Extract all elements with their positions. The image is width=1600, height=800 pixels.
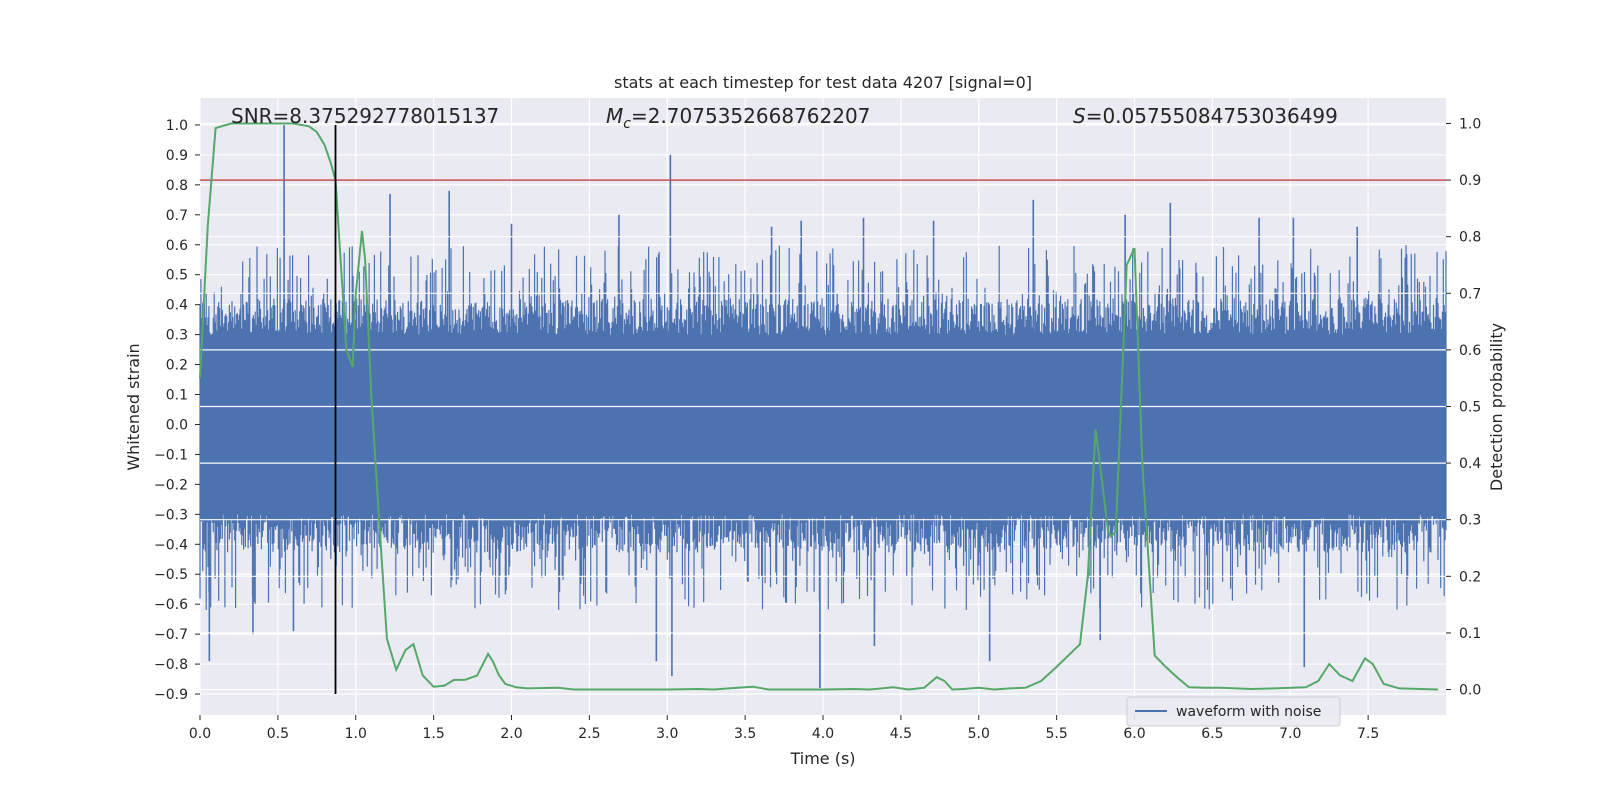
y-left-tick-label: 0.2: [166, 358, 188, 374]
x-tick-label: 5.5: [1045, 726, 1067, 742]
x-tick-label: 0.0: [189, 726, 211, 742]
y-right-tick-label: 0.2: [1459, 569, 1481, 585]
y-right-tick-label: 0.5: [1459, 400, 1481, 416]
probability-series: [199, 122, 1446, 695]
y-right-tick-label: 0.4: [1459, 456, 1481, 472]
snr-annotation: SNR=8.375292778015137: [231, 104, 499, 128]
y-left-tick-label: 0.0: [166, 417, 188, 433]
y-left-tick-label: 0.6: [166, 238, 188, 254]
axis-ticks: 0.0 0.5 1.0 1.5 2.0 2.5 3.0 3.5 4.0 4.5 5.0 5.5 6.0 6…: [154, 116, 1481, 742]
y-left-tick-label: 0.1: [166, 388, 188, 404]
y-left-tick-label: −0.2: [154, 477, 188, 493]
y-left-tick-label: −0.5: [154, 567, 188, 583]
x-tick-label: 2.5: [578, 726, 600, 742]
x-tick-label: 3.0: [656, 726, 678, 742]
x-tick-label: 5.0: [968, 726, 990, 742]
chart-title: stats at each timestep for test data 420…: [614, 73, 1032, 92]
s-value: =0.05755084753036499: [1086, 104, 1338, 128]
y-right-tick-label: 0.8: [1459, 230, 1481, 246]
probability-line: [199, 122, 1439, 691]
waveform-core-band: [200, 334, 1446, 515]
y-left-tick-label: −0.3: [154, 507, 188, 523]
y-left-tick-label: −0.4: [154, 537, 188, 553]
x-tick-label: 0.5: [267, 726, 289, 742]
x-tick-label: 7.5: [1357, 726, 1379, 742]
y-left-tick-label: 0.4: [166, 298, 188, 314]
y-right-tick-label: 0.9: [1459, 173, 1481, 189]
legend-box: [1126, 696, 1341, 727]
chirp-mass-annotation: Mc=2.7075352668762207: [606, 104, 870, 132]
chirp-mass-subscript: c: [623, 116, 631, 132]
y-left-tick-label: 0.5: [166, 268, 188, 284]
y-left-tick-label: −0.1: [154, 447, 188, 463]
waveform-series: [199, 124, 1447, 689]
y-right-tick-label: 0.7: [1459, 286, 1481, 302]
x-tick-label: 2.0: [500, 726, 522, 742]
x-axis-label: Time (s): [789, 749, 855, 768]
chirp-mass-value: =2.7075352668762207: [631, 104, 870, 128]
chirp-mass-symbol: M: [606, 104, 623, 128]
s-symbol: S: [1073, 104, 1086, 128]
y-left-tick-label: −0.9: [154, 687, 188, 703]
y-right-tick-label: 1.0: [1459, 116, 1481, 132]
y-left-tick-label: −0.8: [154, 657, 188, 673]
y-left-tick-label: −0.7: [154, 627, 188, 643]
y-left-tick-label: 0.9: [166, 148, 188, 164]
y-left-tick-label: −0.6: [154, 597, 188, 613]
s-annotation: S=0.05755084753036499: [1073, 104, 1338, 128]
legend-label: waveform with noise: [1176, 704, 1321, 720]
x-tick-label: 6.5: [1201, 726, 1223, 742]
x-tick-label: 4.0: [812, 726, 834, 742]
y-right-tick-label: 0.3: [1459, 513, 1481, 529]
x-tick-label: 3.5: [734, 726, 756, 742]
y-left-tick-label: 0.8: [166, 178, 188, 194]
y-left-tick-label: 1.0: [166, 118, 188, 134]
y-axis-label-right: Detection probability: [1487, 323, 1506, 491]
y-left-tick-label: 0.7: [166, 208, 188, 224]
y-right-tick-label: 0.0: [1459, 683, 1481, 699]
x-tick-label: 4.5: [890, 726, 912, 742]
x-tick-label: 7.0: [1279, 726, 1301, 742]
y-right-tick-label: 0.6: [1459, 343, 1481, 359]
legend: waveform with noise: [1126, 696, 1341, 727]
y-right-tick-label: 0.1: [1459, 626, 1481, 642]
y-axis-label-left: Whitened strain: [124, 343, 143, 470]
x-tick-label: 1.0: [345, 726, 367, 742]
y-left-tick-label: 0.3: [166, 328, 188, 344]
x-tick-label: 1.5: [422, 726, 444, 742]
x-tick-label: 6.0: [1123, 726, 1145, 742]
